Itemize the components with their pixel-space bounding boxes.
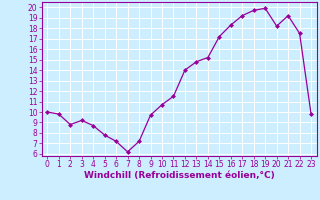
X-axis label: Windchill (Refroidissement éolien,°C): Windchill (Refroidissement éolien,°C) bbox=[84, 171, 275, 180]
